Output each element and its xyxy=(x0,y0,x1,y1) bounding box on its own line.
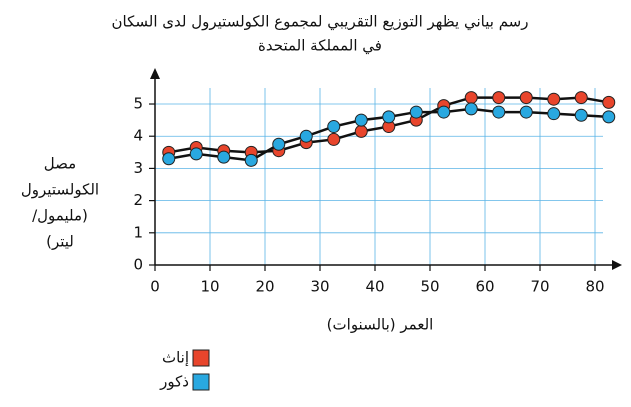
data-point xyxy=(574,91,588,105)
chart-title: رسم بياني يظهر التوزيع التقريبي لمجموع ا… xyxy=(112,13,529,32)
data-point xyxy=(327,120,341,134)
x-axis-arrow xyxy=(612,260,622,270)
x-tick-label: 10 xyxy=(200,278,219,296)
data-point xyxy=(602,95,616,109)
y-tick-label: 5 xyxy=(133,95,143,113)
legend-swatch xyxy=(192,373,210,391)
y-axis-label: (مليمول/ xyxy=(32,207,88,225)
legend-swatch xyxy=(192,349,210,367)
data-point xyxy=(464,102,478,116)
data-point xyxy=(519,105,533,119)
data-point xyxy=(409,105,423,119)
data-point xyxy=(217,150,231,164)
y-tick-label: 0 xyxy=(133,256,143,274)
data-point xyxy=(492,91,506,105)
x-tick-label: 30 xyxy=(310,278,329,296)
data-point xyxy=(382,110,396,124)
data-point xyxy=(354,113,368,127)
y-axis-arrow xyxy=(150,68,160,79)
data-point xyxy=(327,132,341,146)
data-point xyxy=(162,152,176,166)
data-point xyxy=(437,105,451,119)
x-axis-label: العمر (بالسنوات) xyxy=(327,316,434,334)
data-point xyxy=(354,124,368,138)
data-point xyxy=(464,91,478,105)
y-tick-label: 1 xyxy=(133,223,143,241)
data-point xyxy=(299,129,313,143)
data-point xyxy=(519,91,533,105)
y-tick-label: 2 xyxy=(133,191,143,209)
data-point xyxy=(492,105,506,119)
x-tick-label: 70 xyxy=(530,278,549,296)
y-tick-label: 3 xyxy=(133,159,143,177)
data-point xyxy=(547,92,561,106)
data-point xyxy=(189,147,203,161)
legend-label: ذكور xyxy=(159,373,189,391)
x-tick-label: 80 xyxy=(585,278,604,296)
x-tick-label: 0 xyxy=(150,278,160,296)
y-axis-label: الكولستيرول xyxy=(21,181,99,199)
data-point xyxy=(602,110,616,124)
data-point xyxy=(272,137,286,151)
x-tick-label: 20 xyxy=(255,278,274,296)
chart-title: في المملكة المتحدة xyxy=(258,37,382,56)
data-point xyxy=(244,153,258,167)
x-tick-label: 60 xyxy=(475,278,494,296)
x-tick-label: 40 xyxy=(365,278,384,296)
y-axis-label: مصل xyxy=(44,155,76,173)
x-tick-label: 50 xyxy=(420,278,439,296)
legend-label: إناث xyxy=(162,349,189,367)
y-axis-label: ليتر) xyxy=(46,233,74,251)
y-tick-label: 4 xyxy=(133,127,143,145)
data-point xyxy=(574,108,588,122)
data-point xyxy=(547,107,561,121)
